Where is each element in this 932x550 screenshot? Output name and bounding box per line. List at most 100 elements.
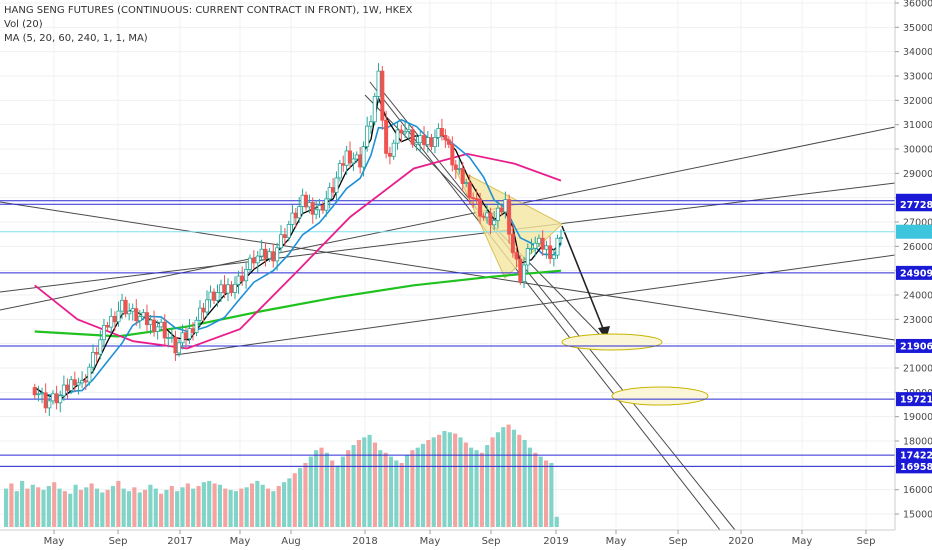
volume-bar bbox=[36, 487, 41, 527]
volume-bar bbox=[442, 431, 447, 527]
volume-bar bbox=[164, 489, 169, 527]
volume-bar bbox=[94, 488, 100, 527]
candle-body bbox=[399, 129, 404, 134]
volume-bar bbox=[212, 483, 217, 527]
candle-body bbox=[297, 206, 302, 219]
candle-body bbox=[344, 150, 349, 166]
volume-bar bbox=[185, 483, 190, 527]
volume-bar bbox=[4, 488, 9, 527]
trend-line[interactable] bbox=[0, 182, 896, 293]
time-tick-label: 2018 bbox=[352, 536, 377, 547]
candle-body bbox=[365, 125, 370, 147]
volume-bar bbox=[175, 491, 180, 527]
trend-line[interactable] bbox=[0, 201, 896, 341]
candle-body bbox=[337, 163, 342, 179]
volume-bar bbox=[191, 488, 196, 527]
candle-body bbox=[361, 146, 366, 168]
volume-bar bbox=[62, 491, 67, 527]
candle-body bbox=[251, 257, 256, 264]
trend-line[interactable] bbox=[174, 254, 896, 356]
candle-body bbox=[510, 233, 515, 254]
price-label-box[interactable] bbox=[896, 338, 932, 353]
candle-body bbox=[187, 328, 192, 340]
volume-bar bbox=[437, 434, 442, 527]
volume-bar bbox=[485, 445, 490, 527]
price-label-box[interactable] bbox=[896, 448, 932, 463]
price-label-box[interactable] bbox=[896, 265, 932, 280]
price-tick-label: 21000 bbox=[903, 364, 932, 375]
candle-body bbox=[105, 325, 110, 328]
candle-body bbox=[204, 299, 209, 313]
price-tick-label: 29000 bbox=[903, 169, 932, 180]
price-tick-label: 15000 bbox=[903, 510, 932, 521]
volume-bar bbox=[84, 487, 89, 527]
candle-body bbox=[478, 198, 483, 217]
volume-bar bbox=[105, 489, 110, 527]
volume-bar bbox=[335, 465, 340, 527]
candle-body bbox=[169, 336, 174, 339]
candle-body bbox=[144, 312, 149, 326]
volume-bar bbox=[549, 463, 554, 527]
candle-body bbox=[460, 168, 465, 184]
candle-body bbox=[166, 337, 171, 339]
candle-body bbox=[348, 150, 353, 164]
candle-body bbox=[544, 245, 549, 250]
candle-body bbox=[94, 352, 99, 355]
price-tick-label: 19000 bbox=[903, 412, 932, 423]
volume-bar bbox=[362, 437, 367, 527]
volume-bar bbox=[346, 450, 351, 527]
volume-bar bbox=[73, 484, 78, 527]
volume-bar bbox=[100, 492, 105, 527]
price-tick-label: 30000 bbox=[903, 145, 932, 156]
candle-body bbox=[467, 182, 472, 199]
volume-bar bbox=[126, 491, 132, 527]
volume-bar bbox=[276, 486, 281, 527]
candle-body bbox=[36, 393, 41, 396]
candle-body bbox=[525, 248, 530, 266]
candle-body bbox=[116, 310, 121, 323]
volume-bar bbox=[78, 489, 83, 527]
candle-body bbox=[201, 307, 206, 313]
candle-body bbox=[197, 307, 202, 321]
price-label-box[interactable] bbox=[896, 197, 932, 212]
candle-body bbox=[429, 137, 434, 147]
candle-body bbox=[320, 205, 325, 211]
volume-bar bbox=[356, 439, 361, 527]
volume-bar bbox=[9, 483, 14, 527]
trend-line[interactable] bbox=[0, 126, 896, 311]
candle-body bbox=[439, 127, 444, 136]
projection-arrow[interactable] bbox=[561, 225, 607, 337]
volume-bar bbox=[41, 489, 46, 527]
volume-bar bbox=[421, 443, 426, 527]
candle-body bbox=[225, 284, 230, 294]
candle-body bbox=[548, 245, 553, 259]
candle-body bbox=[384, 119, 389, 154]
candle-body bbox=[555, 237, 560, 256]
price-label-text: 21906 bbox=[900, 341, 932, 352]
price-label-box[interactable] bbox=[896, 459, 932, 474]
candle-body bbox=[436, 127, 441, 138]
candle-body bbox=[354, 154, 359, 160]
price-tick-label: 31000 bbox=[903, 120, 932, 131]
candle-body bbox=[120, 299, 125, 312]
price-label-box[interactable] bbox=[896, 392, 932, 407]
candle-body bbox=[358, 154, 363, 168]
candle-body bbox=[422, 135, 427, 146]
target-zone-2[interactable] bbox=[611, 386, 709, 406]
volume-bar bbox=[260, 484, 265, 527]
candle-body bbox=[293, 212, 298, 219]
candle-body bbox=[540, 237, 545, 250]
volume-bar bbox=[201, 482, 206, 527]
target-zone-1[interactable] bbox=[561, 333, 663, 351]
candle-body bbox=[457, 168, 462, 170]
candle-body bbox=[450, 143, 455, 166]
volume-bar bbox=[68, 493, 73, 527]
candle-body bbox=[474, 198, 479, 200]
candle-body bbox=[229, 284, 234, 293]
volume-bar bbox=[458, 437, 463, 527]
volume-bar bbox=[511, 429, 517, 527]
price-label-text: 17422 bbox=[900, 451, 932, 462]
ma-20-line bbox=[34, 118, 562, 397]
candle-body bbox=[240, 275, 245, 282]
